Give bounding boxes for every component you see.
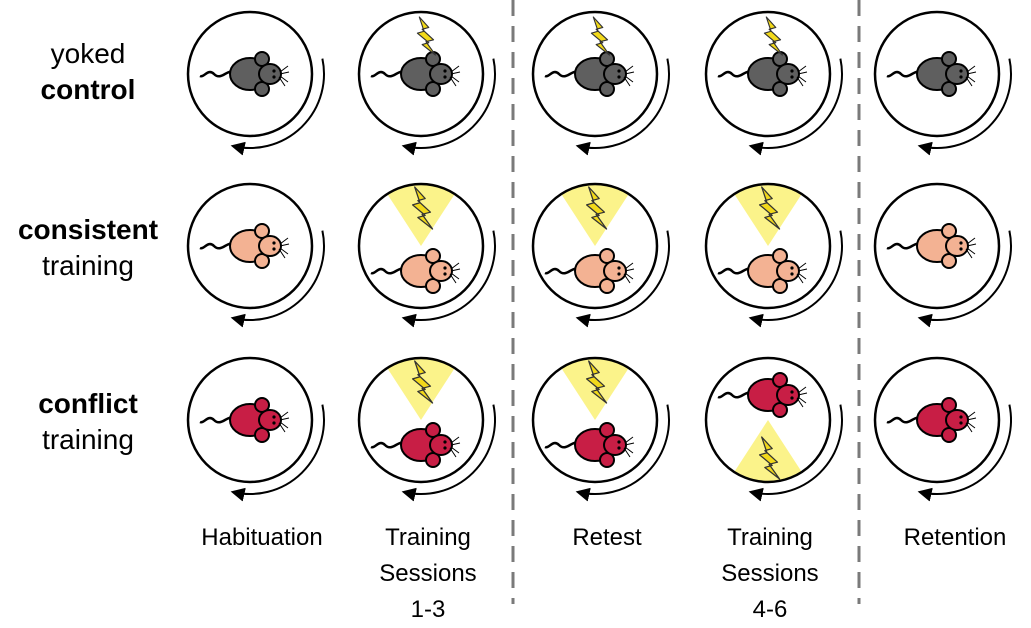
rotation-arrow-icon-yoked-retention	[917, 58, 1012, 156]
arena-grid	[186, 10, 1012, 502]
lightning-icon-conflict-retest	[585, 360, 608, 404]
mouse-icon-consistent-training-4-6	[717, 248, 808, 294]
lightning-icon-consistent-retest	[585, 186, 608, 230]
shock-zone-consistent-training-1-3	[387, 184, 455, 246]
arena-conflict-training-4-6	[704, 356, 843, 502]
mouse-icon-conflict-training-4-6	[717, 372, 808, 418]
lightning-icon-conflict-training-1-3	[411, 360, 434, 404]
mouse-icon-yoked-training-1-3	[370, 51, 461, 97]
rotation-arrow-icon-conflict-training-4-6	[748, 404, 843, 502]
mouse-icon-conflict-habituation	[199, 397, 290, 443]
lightning-on-mouse-icon-yoked-training-4-6	[763, 16, 784, 56]
arena-outline-consistent-habituation	[186, 182, 314, 310]
arena-yoked-retest	[531, 10, 670, 156]
shock-zone-consistent-retest	[561, 183, 629, 246]
mouse-icon-yoked-habituation	[199, 51, 290, 97]
rotation-arrow-icon-yoked-retest	[575, 58, 670, 156]
arena-conflict-training-1-3	[357, 356, 496, 502]
arena-outline-conflict-training-1-3	[357, 356, 485, 484]
mouse-icon-yoked-retention	[886, 51, 977, 97]
row-label-conflict-line2: training	[42, 424, 134, 455]
arena-outline-yoked-retest	[531, 10, 659, 138]
arena-outline-consistent-training-4-6	[704, 182, 832, 310]
arena-outline-yoked-retention	[873, 10, 1001, 138]
lightning-on-mouse-icon-yoked-retest	[590, 16, 611, 56]
column-label-training-1-3-line2: Sessions	[379, 560, 477, 587]
arena-yoked-training-1-3	[357, 10, 496, 156]
rotation-arrow-icon-conflict-retention	[917, 404, 1012, 502]
mouse-icon-consistent-retention	[886, 223, 977, 269]
column-label-training-4-6-line1: Training	[727, 524, 813, 551]
arena-outline-yoked-training-1-3	[357, 10, 485, 138]
column-label-training-4-6-line2: Sessions	[721, 560, 819, 587]
lightning-icon-consistent-training-4-6	[758, 186, 781, 230]
column-label-habituation: Habituation	[201, 524, 323, 551]
arena-outline-conflict-retest	[531, 356, 659, 484]
arena-consistent-retest	[531, 182, 670, 328]
row-label-consistent: consistent training	[0, 212, 176, 284]
arena-consistent-training-4-6	[704, 182, 843, 328]
lightning-icon-consistent-training-1-3	[411, 186, 434, 230]
rotation-arrow-icon-consistent-training-1-3	[401, 230, 496, 328]
lightning-icon-conflict-training-4-6	[758, 436, 781, 480]
rotation-arrow-icon-conflict-habituation	[230, 404, 325, 502]
mouse-icon-consistent-training-1-3	[370, 248, 461, 294]
mouse-icon-conflict-training-1-3	[370, 422, 461, 468]
column-label-retention: Retention	[903, 524, 1007, 551]
shock-zone-consistent-training-4-6	[734, 183, 802, 246]
arena-outline-conflict-habituation	[186, 356, 314, 484]
rotation-arrow-icon-consistent-retention	[917, 230, 1012, 328]
rotation-arrow-icon-yoked-training-1-3	[401, 58, 496, 156]
arena-conflict-retention	[873, 356, 1012, 502]
rotation-arrow-icon-consistent-training-4-6	[748, 230, 843, 328]
column-label-training-4-6-line3: 4-6	[752, 596, 788, 623]
arena-conflict-habituation	[186, 356, 325, 502]
row-label-yoked-line2: control	[40, 74, 136, 105]
arena-yoked-training-4-6	[704, 10, 843, 156]
rotation-arrow-icon-consistent-retest	[575, 230, 670, 328]
column-label-training-1-3-line3: 1-3	[410, 596, 446, 623]
lightning-on-mouse-icon-yoked-training-1-3	[416, 16, 437, 56]
row-label-yoked: yoked control	[0, 36, 176, 108]
arena-outline-yoked-habituation	[186, 10, 314, 138]
shock-zone-conflict-retest	[561, 357, 629, 420]
arena-consistent-retention	[873, 182, 1012, 328]
rotation-arrow-icon-consistent-habituation	[230, 230, 325, 328]
mouse-icon-yoked-training-4-6	[717, 51, 808, 97]
mouse-icon-consistent-habituation	[199, 223, 290, 269]
arena-outline-conflict-training-4-6	[704, 356, 832, 484]
mouse-icon-consistent-retest	[544, 248, 635, 294]
row-label-yoked-line1: yoked	[50, 38, 126, 69]
arena-yoked-retention	[873, 10, 1012, 156]
rotation-arrow-icon-yoked-habituation	[230, 58, 325, 156]
mouse-icon-yoked-retest	[544, 51, 635, 97]
arena-outline-consistent-retention	[873, 182, 1001, 310]
arena-conflict-retest	[531, 356, 670, 502]
rotation-arrow-icon-conflict-retest	[575, 404, 670, 502]
mouse-icon-conflict-retest	[544, 422, 635, 468]
row-label-conflict: conflict training	[0, 386, 176, 458]
arena-outline-consistent-training-1-3	[357, 182, 485, 310]
arena-consistent-training-1-3	[357, 182, 496, 328]
shock-zone-conflict-training-1-3	[387, 357, 455, 420]
column-label-retest: Retest	[572, 524, 642, 551]
arena-outline-consistent-retest	[531, 182, 659, 310]
row-label-consistent-line1: consistent	[17, 214, 159, 245]
column-label-training-4-6: Training Sessions 4-6	[690, 520, 850, 628]
rotation-arrow-icon-conflict-training-1-3	[401, 404, 496, 502]
column-label-training-1-3: Training Sessions 1-3	[348, 520, 508, 628]
arena-consistent-habituation	[186, 182, 325, 328]
column-label-training-1-3-line1: Training	[385, 524, 471, 551]
mouse-icon-conflict-retention	[886, 397, 977, 443]
rotation-arrow-icon-yoked-training-4-6	[748, 58, 843, 156]
row-label-conflict-line1: conflict	[38, 388, 138, 419]
arena-outline-conflict-retention	[873, 356, 1001, 484]
row-label-consistent-line2: training	[42, 250, 134, 281]
arena-yoked-habituation	[186, 10, 325, 156]
shock-zone-conflict-training-4-6	[734, 420, 802, 482]
arena-outline-yoked-training-4-6	[704, 10, 832, 138]
